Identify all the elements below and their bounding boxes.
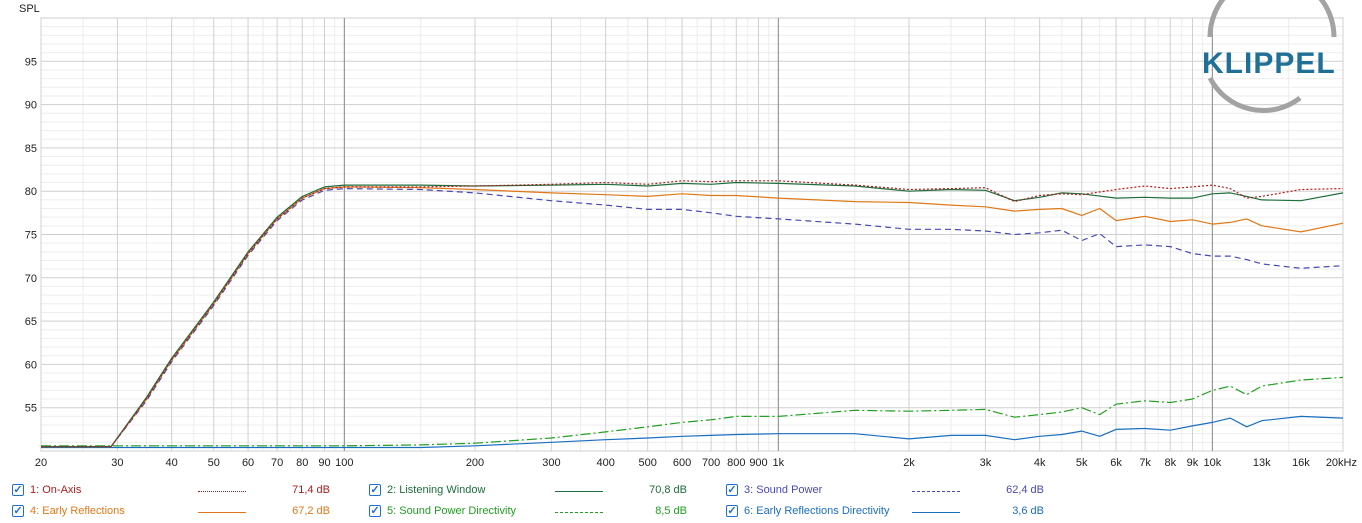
legend-line-sample: [555, 512, 603, 513]
legend-item-early-reflections[interactable]: ✓ 4: Early Reflections: [12, 501, 125, 521]
x-tick-label: 4k: [1034, 457, 1046, 469]
legend-label: 4: Early Reflections: [30, 505, 125, 517]
legend-value: 70,8 dB: [649, 484, 687, 496]
legend-value: 3,6 dB: [1012, 505, 1044, 517]
legend-value: 8,5 dB: [655, 505, 687, 517]
legend-label: 3: Sound Power: [744, 484, 823, 496]
x-tick-label: 700: [702, 457, 720, 469]
x-tick-label: 500: [639, 457, 657, 469]
x-tick-label: 1k: [773, 457, 785, 469]
x-tick-label: 40: [166, 457, 178, 469]
y-axis-label: SPL: [19, 3, 40, 15]
legend-item-early-reflections-directivity[interactable]: ✓ 6: Early Reflections Directivity: [726, 501, 890, 521]
checkbox-icon[interactable]: ✓: [12, 483, 24, 496]
legend-value: 71,4 dB: [292, 484, 330, 496]
legend-line-sample: [912, 491, 960, 492]
minor-gridlines: [41, 18, 1343, 451]
x-tick-label: 50: [208, 457, 220, 469]
checkbox-icon[interactable]: ✓: [12, 504, 24, 517]
x-tick-label: 13k: [1253, 457, 1271, 469]
legend-line-sample: [198, 512, 246, 513]
y-tick-label: 60: [25, 359, 37, 371]
x-tick-label: 100: [335, 457, 353, 469]
y-tick-label: 70: [25, 273, 37, 285]
series-line: [41, 180, 1344, 448]
legend-label: 2: Listening Window: [387, 484, 486, 496]
checkbox-icon[interactable]: ✓: [369, 483, 381, 496]
legend-label: 1: On-Axis: [30, 484, 82, 496]
x-tick-label: 800: [727, 457, 745, 469]
logo-text: KLIPPEL: [1202, 47, 1336, 80]
x-tick-label: 16k: [1292, 457, 1310, 469]
x-tick-label: 600: [673, 457, 691, 469]
x-tick-label: 20: [35, 457, 47, 469]
legend-item-sound-power-directivity[interactable]: ✓ 5: Sound Power Directivity: [369, 501, 516, 521]
y-tick-label: 80: [25, 186, 37, 198]
x-tick-labels: 20 30 40 50 60 70 80 90 100 200 300 400 500 600 700 800…: [35, 457, 1357, 469]
y-tick-label: 75: [25, 230, 37, 242]
series-lines: [41, 180, 1344, 449]
y-tick-label: 55: [25, 403, 37, 415]
x-tick-label: 300: [542, 457, 560, 469]
y-tick-label: 90: [25, 100, 37, 112]
x-tick-label: 80: [296, 457, 308, 469]
x-tick-label: 90: [318, 457, 330, 469]
x-tick-label: 8k: [1164, 457, 1176, 469]
legend-item-listening-window[interactable]: ✓ 2: Listening Window: [369, 480, 485, 500]
major-gridlines: [40, 17, 1344, 452]
y-tick-labels: 55 60 65 70 75 80 85 90 95: [25, 56, 37, 414]
x-tick-label: 30: [111, 457, 123, 469]
logo-arc-bottom: [1207, 76, 1302, 113]
x-tick-label: 3k: [980, 457, 992, 469]
x-tick-label: 60: [242, 457, 254, 469]
x-tick-label: 10k: [1203, 457, 1221, 469]
legend-label: 5: Sound Power Directivity: [387, 505, 516, 517]
checkbox-icon[interactable]: ✓: [369, 504, 381, 517]
x-tick-label: 70: [271, 457, 283, 469]
legend-line-sample: [912, 512, 960, 513]
legend-label: 6: Early Reflections Directivity: [744, 505, 890, 517]
x-tick-label: 200: [466, 457, 484, 469]
y-tick-label: 85: [25, 143, 37, 155]
legend: ✓ 1: On-Axis 71,4 dB ✓ 2: Listening Wind…: [0, 478, 1362, 523]
legend-line-sample: [555, 491, 603, 492]
logo-arc-top: [1207, 0, 1337, 38]
series-line: [41, 415, 1344, 449]
x-tick-label: 400: [596, 457, 614, 469]
klippel-logo: KLIPPEL: [1202, 0, 1337, 113]
legend-value: 62,4 dB: [1006, 484, 1044, 496]
legend-item-sound-power[interactable]: ✓ 3: Sound Power: [726, 480, 822, 500]
x-tick-label: 900: [749, 457, 767, 469]
x-tick-label: 7k: [1139, 457, 1151, 469]
series-line: [41, 188, 1344, 448]
legend-line-sample: [198, 491, 246, 492]
y-tick-label: 65: [25, 316, 37, 328]
series-line: [41, 376, 1344, 447]
x-tick-label: 2k: [903, 457, 915, 469]
x-tick-label: 6k: [1110, 457, 1122, 469]
legend-value: 67,2 dB: [292, 505, 330, 517]
checkbox-icon[interactable]: ✓: [726, 483, 738, 496]
x-tick-label: 9k: [1187, 457, 1199, 469]
legend-item-on-axis[interactable]: ✓ 1: On-Axis: [12, 480, 81, 500]
series-line: [41, 181, 1344, 448]
x-tick-label: 5k: [1076, 457, 1088, 469]
y-tick-label: 95: [25, 56, 37, 68]
x-tick-label: 20kHz: [1326, 457, 1357, 469]
checkbox-icon[interactable]: ✓: [726, 504, 738, 517]
